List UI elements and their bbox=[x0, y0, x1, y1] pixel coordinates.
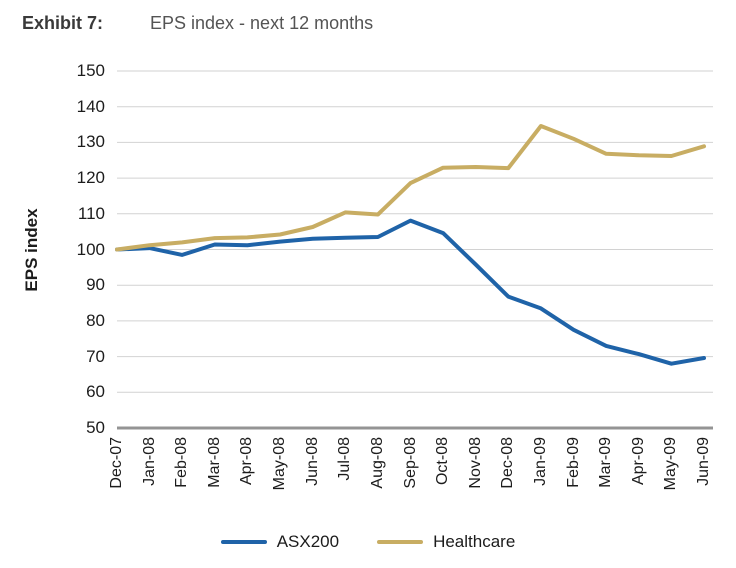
y-tick-label-90: 90 bbox=[86, 275, 105, 295]
x-tick-label-jun-08: Jun-08 bbox=[303, 437, 321, 486]
y-tick-label-60: 60 bbox=[86, 382, 105, 402]
legend: ASX200 Healthcare bbox=[0, 530, 736, 554]
y-tick-label-70: 70 bbox=[86, 346, 105, 366]
x-tick-label-feb-08: Feb-08 bbox=[173, 437, 191, 488]
x-tick-label-mar-08: Mar-08 bbox=[205, 437, 223, 488]
x-tick-label-feb-09: Feb-09 bbox=[564, 437, 582, 488]
series-line-asx200 bbox=[115, 218, 706, 366]
x-tick-label-apr-08: Apr-08 bbox=[238, 437, 256, 486]
series-line-healthcare bbox=[115, 124, 706, 252]
y-tick-label-150: 150 bbox=[76, 61, 105, 80]
x-tick-label-dec-08: Dec-08 bbox=[499, 437, 517, 489]
healthcare-line-swatch bbox=[377, 540, 424, 544]
x-tick-label-oct-08: Oct-08 bbox=[434, 437, 452, 486]
x-tick-label-jan-08: Jan-08 bbox=[140, 437, 158, 486]
y-tick-label-50: 50 bbox=[86, 418, 105, 437]
x-tick-label-dec-07: Dec-07 bbox=[108, 437, 125, 489]
legend-item-asx200: ASX200 bbox=[220, 532, 340, 552]
x-tick-label-sep-08: Sep-08 bbox=[401, 437, 419, 489]
y-tick-label-100: 100 bbox=[76, 239, 105, 259]
x-tick-label-jan-09: Jan-09 bbox=[531, 437, 549, 486]
x-tick-label-jul-08: Jul-08 bbox=[336, 437, 354, 481]
y-tick-label-80: 80 bbox=[86, 310, 105, 330]
asx200-line-swatch bbox=[220, 540, 267, 544]
legend-label-asx200: ASX200 bbox=[276, 532, 340, 551]
x-tick-label-nov-08: Nov-08 bbox=[466, 437, 484, 489]
y-axis-title: EPS index bbox=[22, 208, 41, 292]
exhibit-label: Exhibit 7: bbox=[22, 13, 104, 33]
x-tick-label-may-08: May-08 bbox=[271, 437, 289, 491]
y-tick-label-140: 140 bbox=[76, 96, 105, 116]
x-tick-label-apr-09: Apr-09 bbox=[629, 437, 647, 486]
y-tick-label-110: 110 bbox=[77, 203, 105, 223]
legend-label-healthcare: Healthcare bbox=[433, 532, 516, 551]
chart-title: EPS index - next 12 months bbox=[150, 13, 374, 33]
x-tick-label-jun-09: Jun-09 bbox=[695, 437, 712, 486]
x-tick-label-aug-08: Aug-08 bbox=[368, 437, 386, 489]
y-tick-label-120: 120 bbox=[76, 168, 105, 188]
x-tick-label-may-09: May-09 bbox=[662, 437, 680, 491]
legend-item-healthcare: Healthcare bbox=[377, 532, 515, 552]
y-tick-label-130: 130 bbox=[76, 132, 105, 152]
x-tick-label-mar-09: Mar-09 bbox=[597, 437, 615, 488]
